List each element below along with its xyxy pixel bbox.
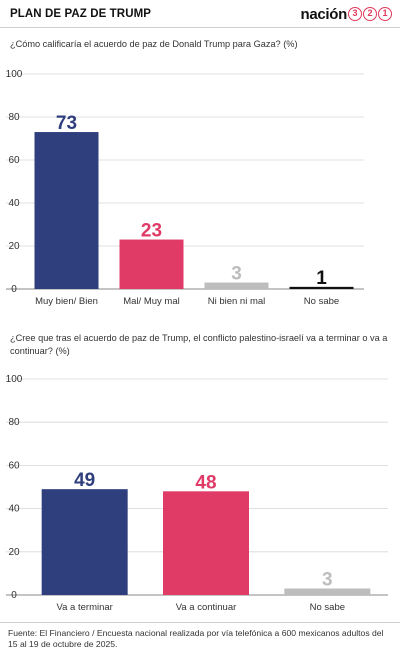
chart-2-ytick-100: 100: [6, 374, 23, 385]
chart-1-ytick-0: 0: [11, 284, 17, 295]
brand-logo: nación 3 2 1: [300, 4, 392, 24]
chart-1-ytick-80: 80: [8, 112, 20, 123]
chart-1: 0 20 40 60 80 100 73 Muy bien/ Bien 23 Mal/ Muy m…: [6, 69, 364, 307]
page-title: PLAN DE PAZ DE TRUMP: [10, 8, 152, 20]
chart-1-bar-1: [34, 132, 99, 289]
chart-2-bar-3: [284, 588, 371, 595]
chart-1-ytick-60: 60: [8, 155, 20, 166]
chart-2-value-label-2: 48: [195, 472, 216, 493]
source-note: Fuente: El Financiero / Encuesta naciona…: [8, 628, 384, 649]
chart-2-ytick-0: 0: [11, 590, 17, 601]
chart-2-ytick-80: 80: [8, 417, 20, 428]
chart-1-category-label-3: Ni bien ni mal: [208, 296, 266, 307]
chart-2-ytick-40: 40: [8, 504, 20, 515]
logo-word: nación: [300, 5, 347, 23]
chart-1-value-label-2: 23: [141, 221, 162, 242]
header: PLAN DE PAZ DE TRUMP nación 3 2 1: [0, 0, 400, 28]
chart-2-bar-2: [163, 491, 249, 595]
chart-1-category-label-2: Mal/ Muy mal: [123, 296, 179, 307]
chart-1-bar-3: [204, 282, 269, 289]
chart-2: 0 20 40 60 80 100 49 Va a terminar 48 Va a contin…: [6, 374, 388, 613]
chart-2-ytick-20: 20: [8, 547, 20, 558]
logo-digit-2: 2: [363, 7, 377, 21]
chart-2-category-label-2: Va a continuar: [176, 602, 237, 613]
chart-1-question: ¿Cómo calificaría el acuerdo de paz de D…: [10, 39, 298, 49]
chart-2-category-label-1: Va a terminar: [57, 602, 113, 613]
chart-2-question: ¿Cree que tras el acuerdo de paz de Trum…: [10, 333, 388, 356]
chart-2-ytick-60: 60: [8, 460, 20, 471]
chart-1-ytick-20: 20: [8, 241, 20, 252]
footer-divider: [0, 622, 400, 623]
chart-1-value-label-1: 73: [56, 113, 77, 134]
chart-2-value-label-1: 49: [74, 470, 95, 491]
chart-1-category-label-1: Muy bien/ Bien: [35, 296, 98, 307]
chart-1-category-label-4: No sabe: [304, 296, 339, 307]
logo-digit-1: 3: [348, 7, 362, 21]
chart-2-bar-1: [41, 489, 128, 595]
chart-1-value-label-3: 3: [231, 264, 242, 285]
chart-1-bar-4: [289, 286, 354, 289]
logo-digit-3: 1: [378, 7, 392, 21]
chart-1-ytick-100: 100: [6, 69, 23, 80]
chart-1-ytick-40: 40: [8, 198, 20, 209]
chart-2-value-label-3: 3: [322, 570, 333, 591]
chart-1-bar-2: [119, 239, 184, 289]
chart-2-category-label-3: No sabe: [310, 602, 345, 613]
chart-1-value-label-4: 1: [316, 268, 327, 289]
